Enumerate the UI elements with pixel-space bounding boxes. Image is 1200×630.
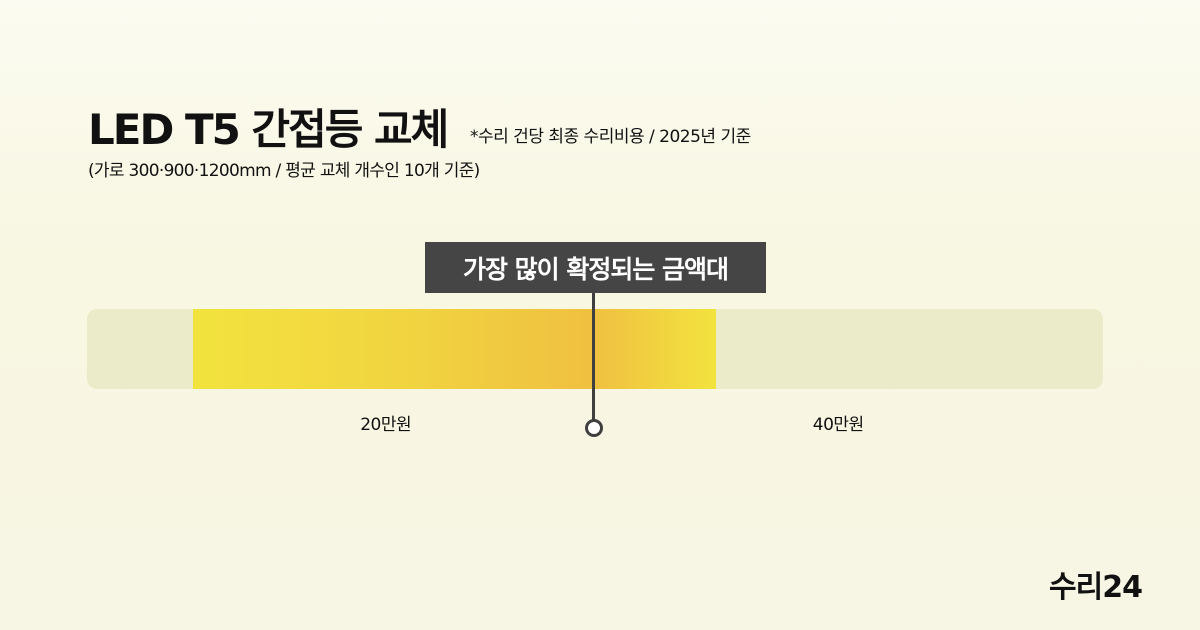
peak-callout: 가장 많이 확정되는 금액대 [425,242,766,293]
page-subtitle: (가로 300·900·1200mm / 평균 교체 개수인 10개 기준) [88,161,480,181]
peak-marker-dot [584,419,603,437]
tick-label-40: 40만원 [812,415,864,435]
cost-basis-note: *수리 건당 최종 수리비용 / 2025년 기준 [470,127,751,147]
price-range-highlight [193,309,717,389]
peak-marker-line [592,293,596,421]
page-title: LED T5 간접등 교체 [88,105,449,154]
tick-label-20: 20만원 [360,415,412,435]
brand-logo: 수리24 [1049,570,1143,605]
